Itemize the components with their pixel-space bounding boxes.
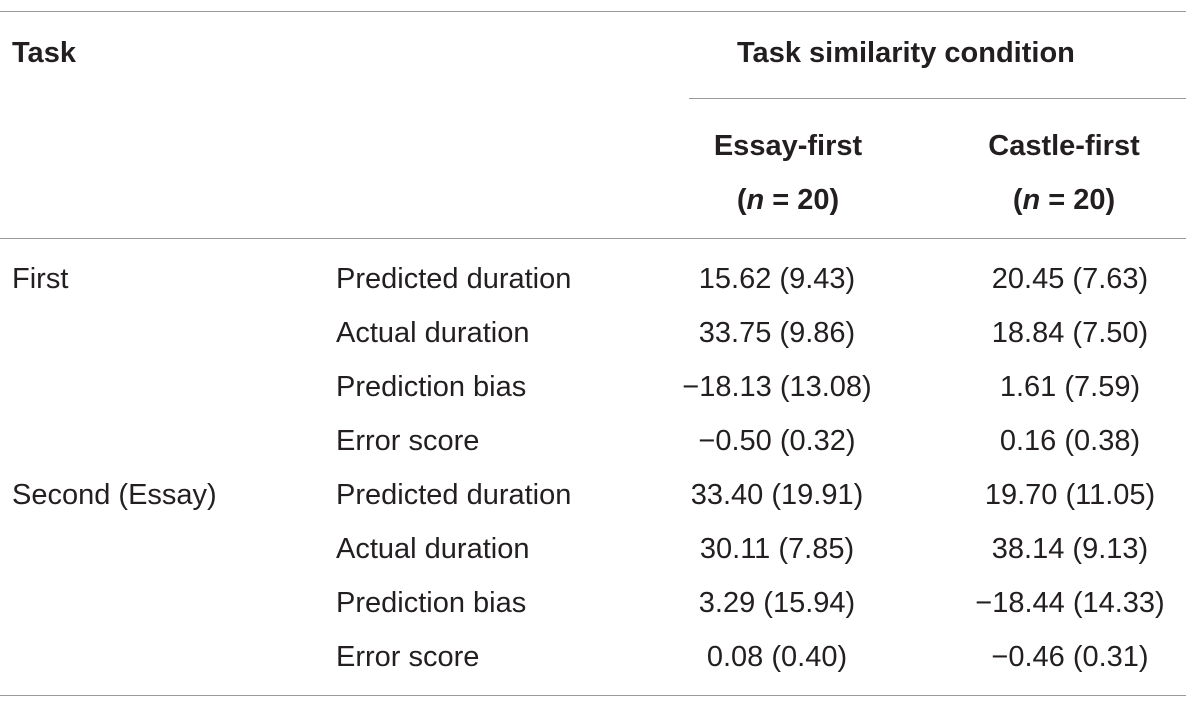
table-bottom-rule (0, 695, 1186, 696)
condition-span-rule (689, 98, 1186, 99)
measure-cell: Error score (336, 425, 480, 457)
essay-first-cell: 33.75 (9.86) (698, 317, 856, 349)
essay-first-cell: 33.40 (19.91) (690, 479, 864, 511)
measure-cell: Predicted duration (336, 263, 572, 295)
measure-cell: Predicted duration (336, 479, 572, 511)
table-row: Prediction bias 3.29 (15.94) −18.44 (14.… (0, 576, 1200, 630)
table-row: Second (Essay) Predicted duration 33.40 … (0, 468, 1200, 522)
column-label-essay-first: Essay-first (713, 130, 863, 162)
measure-cell: Error score (336, 641, 480, 673)
table-row: First Predicted duration 15.62 (9.43) 20… (0, 252, 1200, 306)
castle-first-cell: 38.14 (9.13) (991, 533, 1149, 565)
measure-cell: Actual duration (336, 317, 530, 349)
castle-first-cell: 19.70 (11.05) (984, 479, 1156, 511)
essay-first-cell: −0.50 (0.32) (698, 425, 856, 457)
task-cell: First (12, 263, 69, 295)
column-label-castle-first: Castle-first (988, 130, 1140, 162)
castle-first-cell: 18.84 (7.50) (991, 317, 1149, 349)
essay-first-cell: −18.13 (13.08) (682, 371, 872, 403)
castle-first-cell: 1.61 (7.59) (999, 371, 1141, 403)
task-cell: Second (Essay) (12, 479, 217, 511)
essay-first-cell: 15.62 (9.43) (698, 263, 856, 295)
essay-first-cell: 0.08 (0.40) (706, 641, 848, 673)
column-n-essay-first: (n = 20) (736, 184, 840, 216)
column-header-castle-first: Castle-first (n = 20) (949, 129, 1179, 217)
table-row: Error score −0.50 (0.32) 0.16 (0.38) (0, 414, 1200, 468)
table-row: Actual duration 33.75 (9.86) 18.84 (7.50… (0, 306, 1200, 360)
castle-first-cell: 0.16 (0.38) (999, 425, 1141, 457)
essay-first-cell: 3.29 (15.94) (698, 587, 856, 619)
column-header-essay-first: Essay-first (n = 20) (673, 129, 903, 217)
table-top-rule (0, 11, 1186, 12)
castle-first-cell: −18.44 (14.33) (975, 587, 1165, 619)
castle-first-cell: 20.45 (7.63) (991, 263, 1149, 295)
essay-first-cell: 30.11 (7.85) (699, 533, 855, 565)
measure-cell: Prediction bias (336, 587, 527, 619)
measure-cell: Actual duration (336, 533, 530, 565)
table-header-rule (0, 238, 1186, 239)
table-row: Error score 0.08 (0.40) −0.46 (0.31) (0, 630, 1200, 684)
column-n-castle-first: (n = 20) (1012, 184, 1116, 216)
table-row: Prediction bias −18.13 (13.08) 1.61 (7.5… (0, 360, 1200, 414)
header-task: Task (12, 37, 76, 69)
castle-first-cell: −0.46 (0.31) (991, 641, 1149, 673)
table-row: Actual duration 30.11 (7.85) 38.14 (9.13… (0, 522, 1200, 576)
header-condition: Task similarity condition (737, 37, 1075, 69)
measure-cell: Prediction bias (336, 371, 527, 403)
